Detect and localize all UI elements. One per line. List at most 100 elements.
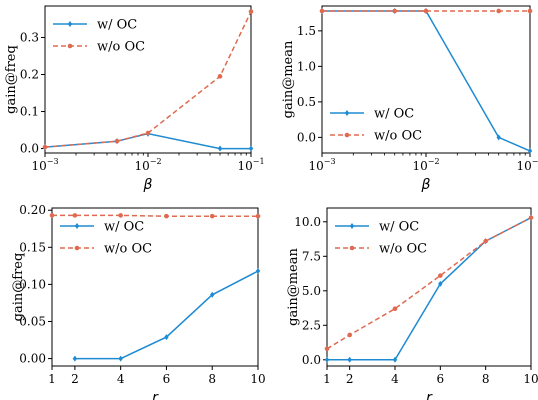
x-tick-label: 4	[117, 372, 125, 386]
data-point	[438, 273, 443, 278]
data-point	[496, 134, 501, 141]
data-point	[423, 8, 429, 14]
legend-entry: w/o OC	[379, 242, 427, 257]
y-tick-label: 0.0	[20, 142, 39, 156]
legend-entry: w/ OC	[374, 107, 414, 122]
data-point	[248, 9, 254, 14]
y-axis-label: gain@mean	[286, 248, 301, 326]
data-point	[114, 138, 120, 144]
data-point	[324, 356, 330, 363]
data-point	[347, 356, 352, 363]
data-point	[527, 8, 533, 14]
y-tick-label: 0.15	[19, 240, 46, 254]
x-tick-label: 1	[48, 372, 56, 386]
legend-entry: w/o OC	[97, 40, 145, 55]
series-line-with-oc	[327, 217, 532, 361]
data-point	[72, 355, 78, 362]
x-axis-label: β	[421, 177, 431, 193]
data-point	[118, 213, 123, 218]
data-point	[528, 215, 534, 220]
legend-marker	[74, 245, 80, 251]
x-axis-label: r	[152, 390, 159, 400]
data-point	[164, 213, 169, 219]
y-tick-label: 1.0	[297, 59, 316, 73]
legend-marker	[349, 223, 355, 229]
data-point	[255, 268, 261, 275]
y-tick-label: 0.2	[20, 68, 39, 82]
data-point	[392, 356, 398, 363]
data-point	[217, 145, 223, 152]
series-line-without-oc	[326, 217, 532, 350]
series-line-with-oc	[322, 10, 531, 152]
legend: w/ OC w/o OC	[335, 220, 427, 257]
legend-marker	[67, 43, 73, 49]
data-point	[164, 334, 169, 341]
data-point	[209, 213, 215, 219]
data-point	[42, 144, 48, 150]
y-tick-label: 0.3	[20, 30, 39, 44]
y-tick-label: 0.5	[297, 95, 316, 109]
x-tick-label: 1	[323, 372, 331, 386]
y-tick-label: 0.0	[297, 130, 316, 144]
y-tick-label: 0.0	[302, 353, 321, 367]
y-tick-label: 1.5	[297, 24, 316, 38]
data-point	[145, 130, 151, 136]
x-tick-label: 10	[523, 372, 538, 386]
y-tick-label: 7.5	[302, 249, 321, 263]
data-point	[324, 346, 330, 352]
legend: w/ OC w/o OC	[60, 220, 152, 257]
y-axis-label: gain@mean	[281, 40, 296, 118]
legend-marker	[349, 245, 355, 251]
axes-frame	[321, 5, 531, 154]
data-point	[438, 280, 443, 287]
x-tick-label: 6	[437, 372, 445, 386]
y-tick-label: 0.05	[19, 314, 46, 328]
x-tick-label: 10	[250, 372, 265, 386]
data-point	[118, 355, 123, 362]
y-tick-label: 0.1	[20, 105, 39, 119]
x-tick-label: 6	[163, 372, 171, 386]
data-point	[347, 332, 352, 338]
legend-marker	[344, 132, 350, 138]
x-tick-label: 10−1	[516, 157, 538, 173]
x-tick-label: 2	[346, 372, 354, 386]
data-point	[392, 8, 397, 14]
legend-entry: w/o OC	[374, 129, 422, 144]
y-tick-label: 2.5	[302, 318, 321, 332]
y-axis-label: gain@freq	[4, 45, 19, 114]
x-axis-label: β	[143, 177, 153, 193]
x-tick-label: 2	[71, 372, 79, 386]
axes-frame	[326, 207, 532, 367]
data-point	[49, 213, 55, 218]
x-tick-label: 10−2	[412, 157, 439, 173]
y-axis-label: gain@freq	[11, 253, 26, 322]
x-axis-label: r	[426, 390, 433, 400]
series-line-without-oc	[44, 11, 252, 148]
legend: w/ OC w/o OC	[53, 18, 145, 55]
data-point	[392, 306, 398, 312]
chart-panel-2: 10−3 10−2 10−1 0.0 0.5 1.0 1.5 β gain@mean w/ OC w…	[281, 5, 538, 193]
data-point	[527, 147, 533, 154]
legend-marker	[344, 110, 350, 116]
axes-frame	[51, 207, 259, 367]
x-tick-label: 8	[208, 372, 216, 386]
data-point	[319, 8, 325, 14]
x-tick-label: 10−3	[308, 157, 335, 173]
data-point	[210, 291, 215, 298]
y-tick-label: 0.10	[19, 277, 46, 291]
y-tick-label: 0.00	[19, 352, 46, 366]
y-tick-label: 0.20	[19, 203, 46, 217]
chart-panel-3: 1 2 4 6 8 10 0.00 0.05 0.10 0.15 0.20 r gain@freq w/ …	[11, 203, 266, 400]
x-tick-label: 8	[482, 372, 490, 386]
legend-entry: w/ OC	[379, 220, 419, 235]
x-tick-label: 10−1	[237, 157, 264, 173]
x-tick-label: 4	[391, 372, 399, 386]
y-tick-label: 10.0	[294, 215, 321, 229]
legend-marker	[74, 223, 80, 229]
x-tick-label: 10−2	[134, 157, 161, 173]
data-point	[255, 213, 261, 219]
series-line-with-oc	[74, 270, 259, 360]
series-line-without-oc	[52, 214, 258, 217]
